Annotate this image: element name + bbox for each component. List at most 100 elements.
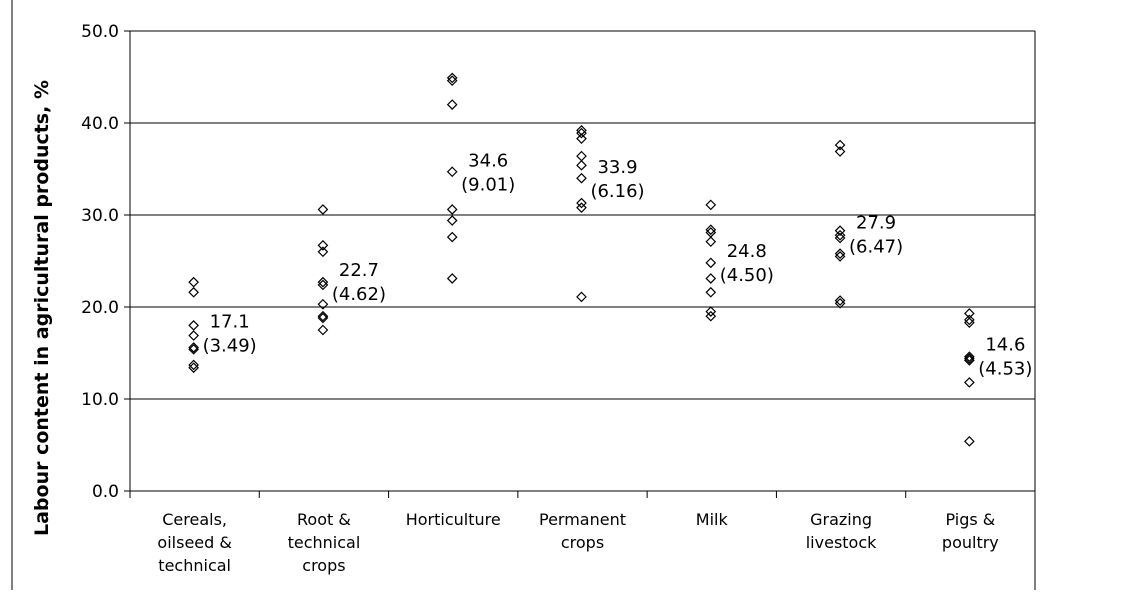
mean-annotation: 24.8 [727, 241, 767, 262]
data-point [964, 435, 975, 447]
data-point [964, 314, 975, 326]
sd-annotation: (6.16) [590, 181, 644, 202]
data-point [317, 279, 329, 291]
mean-annotation: 27.9 [856, 212, 896, 233]
data-point [576, 291, 587, 303]
points-layer [188, 72, 975, 447]
x-tick-label: Horticulture [406, 510, 501, 529]
data-point [188, 320, 199, 331]
sd-annotation: (3.49) [203, 336, 257, 357]
sd-annotation: (4.50) [720, 265, 774, 286]
data-point [317, 310, 329, 322]
data-point [576, 159, 587, 171]
x-tick-label: Grazing livestock [806, 510, 877, 552]
x-tick-label-line: Pigs & [945, 510, 995, 529]
x-tick-label-line: livestock [806, 533, 877, 552]
y-axis-label: Labour content in agricultural products,… [31, 80, 53, 536]
data-point [964, 377, 975, 388]
data-point [705, 306, 717, 317]
x-tick-label-line: Horticulture [406, 510, 501, 529]
x-tick-label-line: oilseed & [157, 533, 231, 552]
x-tick-label-line: Root & [297, 510, 351, 529]
mean-annotation: 14.6 [985, 335, 1025, 356]
sd-annotation: (6.47) [849, 236, 903, 257]
data-point [576, 202, 587, 213]
data-point [705, 257, 717, 269]
data-point [317, 204, 329, 215]
data-point [317, 246, 329, 258]
x-tick-label-line: Cereals, [162, 510, 227, 529]
data-point [705, 236, 717, 248]
data-point [964, 317, 975, 328]
x-tick-label-line: Grazing [810, 510, 872, 529]
data-point [964, 355, 975, 366]
data-point [188, 286, 199, 298]
y-tick-label: 0.0 [92, 482, 119, 502]
data-point [188, 276, 199, 288]
mean-annotation: 17.1 [210, 312, 250, 333]
x-tick-label-line: technical [158, 556, 231, 575]
y-tick-label: 50.0 [81, 22, 119, 42]
sd-annotation: (4.53) [978, 359, 1032, 380]
data-point [446, 99, 458, 110]
data-point [188, 342, 199, 353]
data-point [705, 310, 717, 322]
data-point [834, 139, 846, 151]
mean-annotation: 22.7 [339, 260, 379, 281]
data-point [576, 133, 587, 144]
data-point [317, 298, 329, 310]
data-point [834, 295, 846, 306]
data-point [705, 273, 717, 284]
x-tick-label: Cereals, oilseed & technical [157, 510, 231, 575]
x-tick-label: Pigs & poultry [942, 510, 999, 552]
data-point [705, 224, 717, 236]
data-point [188, 359, 199, 371]
x-tick-label-line: poultry [942, 533, 999, 552]
axes-layer [11, 0, 1036, 590]
y-tick-label: 10.0 [81, 390, 119, 410]
data-point [576, 127, 587, 139]
data-point [834, 251, 846, 262]
data-point [317, 276, 329, 288]
data-point [834, 232, 846, 244]
data-point [705, 286, 717, 298]
x-tick-label: Permanent crops [539, 510, 626, 552]
x-tick-label-line: Milk [696, 510, 729, 529]
sd-annotation: (9.01) [461, 175, 515, 196]
y-tick-label: 20.0 [81, 298, 119, 318]
data-point [446, 75, 458, 87]
data-point [834, 229, 846, 241]
data-point [188, 330, 199, 341]
labels-layer: 0.0 10.0 20.0 30.0 40.0 50.0 17.1 (3.49) Cereals… [81, 22, 1032, 575]
data-point [188, 343, 199, 355]
data-point [446, 204, 458, 215]
data-point [446, 215, 458, 226]
data-point [834, 146, 846, 157]
data-point [317, 324, 329, 336]
data-point [317, 240, 329, 251]
data-point [576, 197, 587, 209]
data-point [576, 172, 587, 184]
data-point [446, 231, 458, 243]
data-point [964, 351, 975, 363]
sd-annotation: (4.62) [332, 284, 386, 305]
data-point [834, 297, 846, 309]
x-tick-label: Root & technical crops [288, 510, 361, 575]
x-tick-label: Milk [696, 510, 729, 529]
x-tick-label-line: Permanent [539, 510, 626, 529]
mean-annotation: 34.6 [468, 151, 508, 172]
x-tick-label-line: technical [288, 533, 361, 552]
data-point [834, 248, 846, 259]
data-point [446, 273, 458, 284]
y-tick-label: 40.0 [81, 114, 119, 134]
mean-annotation: 33.9 [597, 157, 637, 178]
x-tick-label-line: crops [561, 533, 604, 552]
data-point [446, 72, 458, 84]
y-tick-label: 30.0 [81, 206, 119, 226]
x-tick-label-line: crops [302, 556, 345, 575]
data-point [446, 166, 458, 178]
data-point [317, 312, 329, 324]
data-point [705, 199, 717, 211]
